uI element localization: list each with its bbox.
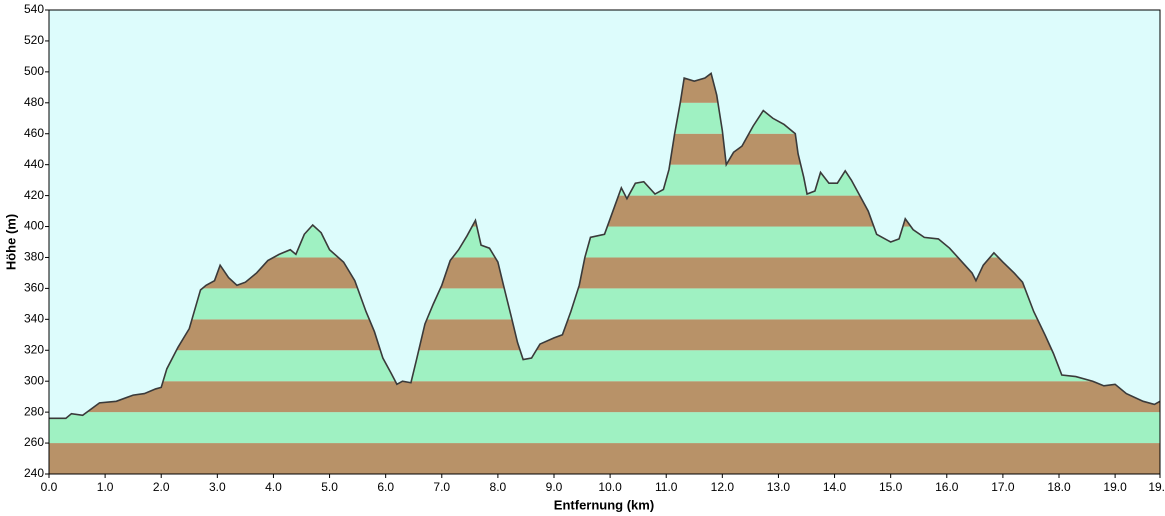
- x-tick-label: 6.0: [377, 480, 394, 494]
- x-tick-label: 3.0: [209, 480, 226, 494]
- y-tick-label: 300: [24, 373, 44, 387]
- x-tick-label: 13.0: [767, 480, 791, 494]
- y-tick-label: 360: [24, 281, 44, 295]
- elevation-band: [49, 412, 1160, 444]
- x-tick-label: 19.0: [1103, 480, 1127, 494]
- y-tick-label: 240: [24, 466, 44, 480]
- elevation-band: [49, 288, 1160, 320]
- y-axis-title: Höhe (m): [3, 214, 18, 270]
- x-tick-label: 17.0: [991, 480, 1015, 494]
- x-tick-label: 9.0: [546, 480, 563, 494]
- y-tick-label: 280: [24, 404, 44, 418]
- x-tick-label: 16.0: [935, 480, 959, 494]
- x-tick-label: 15.0: [879, 480, 903, 494]
- x-tick-label: 5.0: [321, 480, 338, 494]
- elevation-band: [49, 350, 1160, 382]
- plot-frame: [48, 9, 1161, 475]
- y-tick-label: 520: [24, 33, 44, 47]
- y-tick-label: 420: [24, 188, 44, 202]
- elevation-band: [49, 319, 1160, 351]
- x-tick-label: 14.0: [823, 480, 847, 494]
- y-tick-label: 260: [24, 435, 44, 449]
- y-tick-label: 440: [24, 157, 44, 171]
- x-axis-title: Entfernung (km): [554, 497, 654, 512]
- x-tick-label: 2.0: [153, 480, 170, 494]
- x-tick-label: 1.0: [97, 480, 114, 494]
- y-tick-label: 500: [24, 64, 44, 78]
- y-tick-label: 460: [24, 126, 44, 140]
- x-tick-label: 12.0: [711, 480, 735, 494]
- y-tick-label: 540: [24, 2, 44, 16]
- y-tick-label: 400: [24, 219, 44, 233]
- x-tick-label: 18.0: [1047, 480, 1071, 494]
- x-tick-label: 10.0: [598, 480, 622, 494]
- elevation-band: [49, 381, 1160, 413]
- y-tick-label: 340: [24, 312, 44, 326]
- x-tick-label: 0.0: [41, 480, 58, 494]
- elevation-line: [49, 72, 1161, 420]
- y-tick-label: 480: [24, 95, 44, 109]
- x-tick-label: 19.8: [1148, 480, 1165, 494]
- x-tick-label: 7.0: [433, 480, 450, 494]
- x-tick-label: 11.0: [655, 480, 678, 494]
- elevation-band: [49, 443, 1160, 474]
- x-tick-label: 4.0: [265, 480, 282, 494]
- y-tick-label: 320: [24, 342, 44, 356]
- x-tick-label: 8.0: [490, 480, 507, 494]
- y-tick-label: 380: [24, 250, 44, 264]
- layer: 240 260 280 300 320 340 360 380 400 420 440 460 480 5…: [24, 2, 1165, 494]
